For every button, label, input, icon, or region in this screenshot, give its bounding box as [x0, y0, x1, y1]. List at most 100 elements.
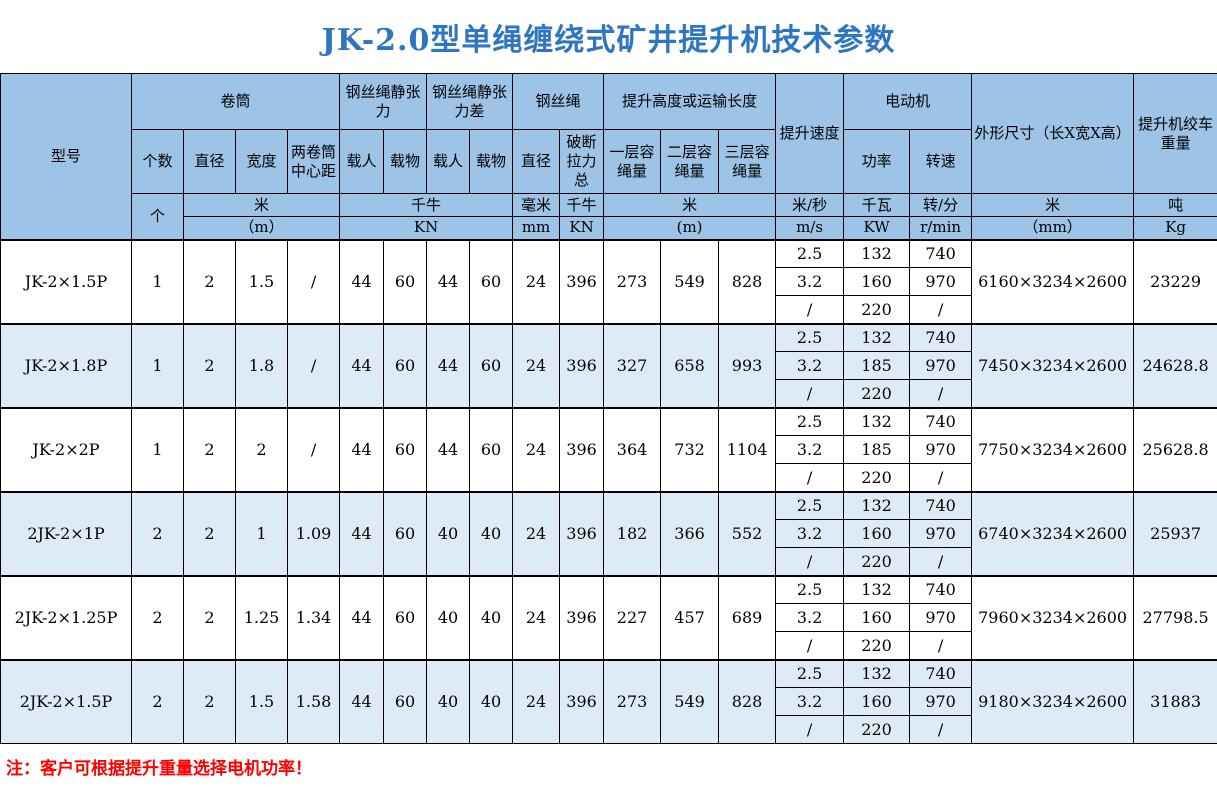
cell-drum-width: 2 — [235, 406, 288, 492]
spec-row: /220/ — [1, 547, 1217, 576]
spec-row: JK-2×2P 1 2 2/44 60 44 60 24 396 364 732 1104 2.5 132… — [0, 406, 1217, 492]
cell-motor-power: 220 — [843, 715, 911, 744]
cell-motor-speed: 2.5 — [775, 406, 845, 436]
unit-kn-en: KN — [339, 216, 514, 240]
cell-layer2: 549 — [660, 658, 720, 744]
cell-rope-diameter: 24 — [512, 490, 561, 576]
cell-motor-power: 220 — [843, 379, 911, 408]
cell-motor-speed: 2.5 — [775, 490, 845, 520]
cell-layer2: 366 — [660, 490, 720, 576]
cell-motor-rpm: / — [909, 295, 973, 324]
cell-motor-rpm: / — [909, 463, 973, 492]
cell-weight: 23229 — [1133, 238, 1217, 324]
cell-motor-speed: / — [775, 631, 845, 660]
cell-motor-rpm: 740 — [909, 238, 973, 268]
cell-weight: 25628.8 — [1133, 406, 1217, 492]
unit-speed-cn: 米/秒 — [775, 193, 845, 217]
unit-meter2-cn: 米 — [603, 193, 777, 217]
spec-row: 3.2 185 970 — [1, 351, 1217, 380]
cell-motor-power: 160 — [843, 519, 911, 548]
cell-motor-power: 220 — [843, 547, 911, 576]
unit-speed-en: m/s — [775, 216, 845, 240]
col-header-breaking-force: 破断拉力总 — [559, 129, 605, 194]
col-header-tension-cargo: 载物 — [383, 129, 428, 194]
cell-layer3: 689 — [718, 574, 777, 660]
cell-motor-power: 132 — [843, 406, 911, 436]
cell-motor-rpm: 970 — [909, 351, 973, 380]
cell-motor-rpm: / — [909, 715, 973, 744]
col-header-layer2: 二层容绳量 — [660, 129, 720, 194]
col-group-lift-height: 提升高度或运输长度 — [603, 73, 777, 130]
spec-row: 3.2 185 970 — [1, 435, 1217, 464]
cell-tension-cargo: 60 — [383, 574, 428, 660]
cell-layer2: 457 — [660, 574, 720, 660]
cell-dimensions: 6160×3234×2600 — [971, 238, 1135, 324]
cell-dimensions: 7960×3234×2600 — [971, 574, 1135, 660]
spec-row: 2JK-2×1P 2 2 1 1.09 44 60 40 40 24 396 182 366 552 2.5… — [0, 490, 1217, 576]
cell-diff-person: 40 — [426, 574, 471, 660]
cell-motor-speed: 3.2 — [775, 519, 845, 548]
cell-dimensions: 7750×3234×2600 — [971, 406, 1135, 492]
cell-motor-speed: 3.2 — [775, 267, 845, 296]
cell-motor-power: 220 — [843, 295, 911, 324]
cell-diff-cargo: 40 — [469, 574, 514, 660]
cell-motor-rpm: 970 — [909, 519, 973, 548]
col-header-lift-speed: 提升速度 — [775, 73, 845, 194]
cell-motor-speed: / — [775, 295, 845, 324]
spec-row: /220/ — [1, 295, 1217, 324]
cell-model: 2JK-2×1P — [0, 490, 132, 576]
unit-dim-cn: 米 — [971, 193, 1135, 217]
cell-diff-person: 40 — [426, 490, 471, 576]
spec-row: JK-2×1.8P 1 2 1.8/44 60 44 60 24 396 327 658 993 2.5… — [0, 322, 1217, 408]
col-group-tension-diff: 钢丝绳静张力差 — [426, 73, 514, 130]
cell-motor-speed: 3.2 — [775, 603, 845, 632]
cell-motor-speed: 2.5 — [775, 238, 845, 268]
cell-drum-diameter: 2 — [183, 490, 236, 576]
cell-tension-cargo: 60 — [383, 406, 428, 492]
cell-drum-count: 2 — [131, 490, 184, 576]
cell-layer2: 658 — [660, 322, 720, 408]
cell-layer1: 182 — [603, 490, 662, 576]
col-header-model: 型号 — [0, 73, 132, 240]
cell-weight: 25937 — [1133, 490, 1217, 576]
cell-drum-width: 1.5 — [235, 658, 288, 744]
cell-rope-diameter: 24 — [512, 574, 561, 660]
cell-diff-person: 40 — [426, 658, 471, 744]
cell-motor-speed: / — [775, 715, 845, 744]
cell-tension-person: 44 — [339, 406, 385, 492]
spec-row: 2JK-2×1.5P 2 2 1.5 1.58 44 60 40 40 24 396 273 549 82… — [0, 658, 1217, 744]
cell-motor-power: 160 — [843, 687, 911, 716]
col-group-motor: 电动机 — [843, 73, 973, 130]
unit-count: 个 — [131, 193, 184, 240]
spec-row: /220/ — [1, 715, 1217, 744]
cell-layer2: 732 — [660, 406, 720, 492]
cell-drum-count: 2 — [131, 574, 184, 660]
col-header-diameter: 直径 — [183, 129, 236, 194]
cell-layer1: 273 — [603, 658, 662, 744]
cell-breaking-force: 396 — [559, 574, 605, 660]
cell-motor-power: 132 — [843, 490, 911, 520]
cell-tension-person: 44 — [339, 574, 385, 660]
cell-drum-width: 1.8 — [235, 322, 288, 408]
cell-tension-cargo: 60 — [383, 490, 428, 576]
cell-motor-rpm: 740 — [909, 658, 973, 688]
col-group-static-tension: 钢丝绳静张力 — [339, 73, 428, 130]
cell-motor-power: 220 — [843, 463, 911, 492]
cell-layer3: 828 — [718, 238, 777, 324]
unit-mm-cn: 毫米 — [512, 193, 561, 217]
cell-drum-diameter: 2 — [183, 322, 236, 408]
cell-motor-speed: 2.5 — [775, 574, 845, 604]
col-header-center-distance: 两卷筒中心距 — [286, 129, 341, 194]
spec-table: 型号 卷筒 钢丝绳静张力 钢丝绳静张力差 钢丝绳 提升高度或运输长度 提升速度 … — [0, 73, 1217, 744]
cell-motor-power: 220 — [843, 631, 911, 660]
spec-row: 3.2 160 970 — [1, 519, 1217, 548]
cell-drum-width: 1.5 — [235, 238, 288, 324]
col-header-width: 宽度 — [235, 129, 288, 194]
unit-kn-cn: 千牛 — [339, 193, 514, 217]
cell-tension-person: 44 — [339, 322, 385, 408]
spec-row: 2JK-2×1.25P 2 2 1.25 1.34 44 60 40 40 24 396 227 457… — [0, 574, 1217, 660]
cell-drum-count: 1 — [131, 322, 184, 408]
col-header-diff-person: 载人 — [426, 129, 471, 194]
cell-diff-cargo: 40 — [469, 658, 514, 744]
cell-motor-rpm: 970 — [909, 435, 973, 464]
